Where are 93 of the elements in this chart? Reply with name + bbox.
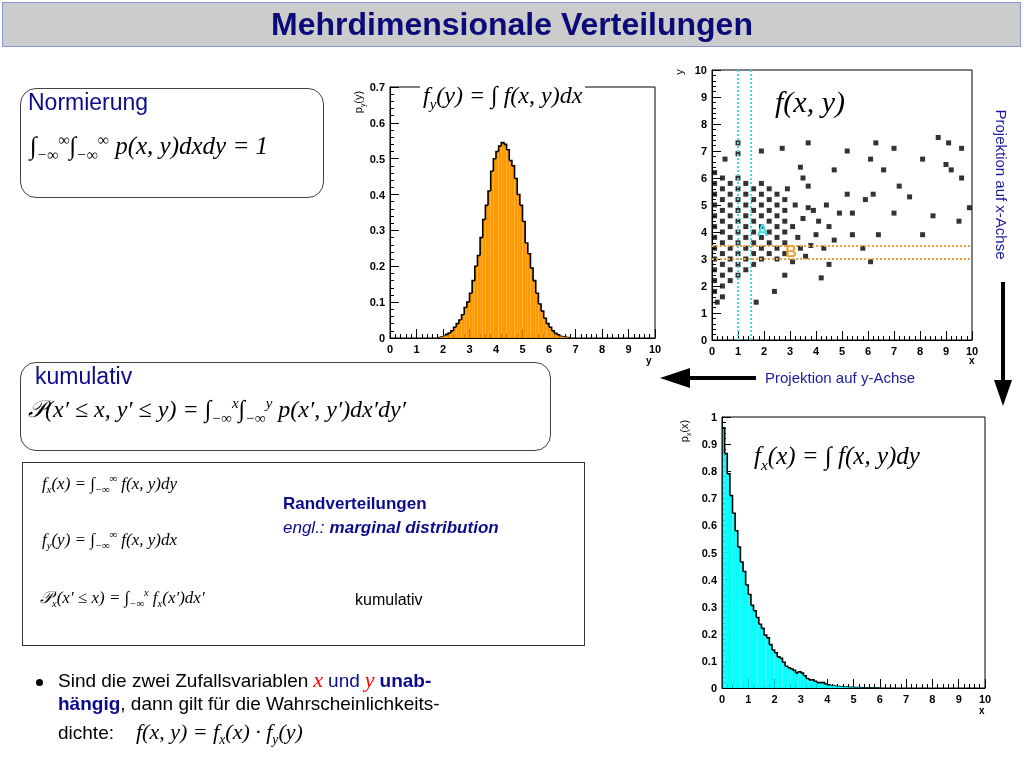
x-tick-label: 5 bbox=[519, 342, 526, 355]
x-tick-label: 10 bbox=[648, 342, 662, 355]
y-tick-label: 3 bbox=[700, 253, 707, 265]
x-tick-label: 6 bbox=[876, 692, 883, 705]
x-tick-label: 0 bbox=[386, 342, 394, 355]
y-tick-label: 0.4 bbox=[369, 188, 386, 201]
y-tick-label: 0.9 bbox=[701, 438, 717, 451]
x-tick-label: 10 bbox=[965, 344, 979, 357]
x-tick-label: 2 bbox=[771, 692, 778, 705]
x-tick-label: 6 bbox=[864, 344, 872, 357]
x-tick-label: 8 bbox=[916, 344, 924, 357]
text: f$_{y}$(y) = ∫$_{−∞}$$^{∞}$ f(x, y)dx bbox=[42, 529, 177, 552]
y-tick-label: 0.8 bbox=[701, 465, 717, 478]
text: unab- bbox=[379, 670, 432, 693]
y-tick-label: 0.2 bbox=[701, 627, 717, 640]
x-tick-label: 8 bbox=[598, 342, 606, 355]
text: f(x, y) = f$_{x}$(x) · f$_{y}$(y) bbox=[135, 719, 303, 748]
x-tick-label: 3 bbox=[786, 344, 794, 357]
x-tick-label: 10 bbox=[978, 692, 992, 705]
text: 𝒫$_{x}$(x′ ≤ x) = ∫$_{−∞}$$^{x}$ f$_{x}$(x′)dx′ bbox=[40, 587, 205, 610]
x-tick-label: 1 bbox=[734, 344, 742, 357]
x-tick-label: 7 bbox=[890, 344, 898, 357]
y-tick-label: 0.7 bbox=[701, 492, 717, 505]
chart-title: f$_{y}$(y) = ∫ f(x, y)dx bbox=[420, 82, 586, 112]
annotation: A bbox=[756, 221, 769, 239]
y-tick-label: 0 bbox=[378, 332, 385, 344]
y-tick-label: 8 bbox=[700, 118, 707, 130]
text: hängig bbox=[58, 693, 121, 716]
text: y bbox=[364, 667, 375, 694]
text: Randverteilungen bbox=[283, 494, 427, 514]
text: engl.: bbox=[283, 518, 325, 539]
text: Normierung bbox=[28, 89, 149, 116]
x-tick-label: 5 bbox=[838, 344, 846, 357]
x-tick-label: 6 bbox=[545, 342, 553, 355]
x-axis-title: y bbox=[646, 355, 652, 366]
x-tick-label: 7 bbox=[572, 342, 579, 355]
x-tick-label: 9 bbox=[625, 342, 632, 355]
y-tick-label: 0.1 bbox=[701, 654, 717, 667]
text: ∫$_{−∞}$$^{∞}$∫$_{−∞}$$^{∞}$ p(x, y)dxdy = 1 bbox=[30, 130, 269, 163]
text: f$_{x}$(x) = ∫$_{−∞}$$^{∞}$ f(x, y)dy bbox=[42, 473, 177, 496]
x-tick-label: 1 bbox=[745, 692, 752, 705]
y-tick-label: 10 bbox=[694, 64, 707, 76]
text: Mehrdimensionale Verteilungen bbox=[271, 5, 753, 43]
y-tick-label: 0 bbox=[710, 682, 717, 694]
x-tick-label: 4 bbox=[824, 692, 832, 705]
y-tick-label: 1 bbox=[700, 307, 707, 319]
y-tick-label: 0.3 bbox=[701, 600, 717, 613]
x-tick-label: 9 bbox=[955, 692, 962, 705]
y-tick-label: 0.3 bbox=[369, 224, 385, 237]
text: f(x, y) bbox=[775, 85, 845, 119]
text: dichte: bbox=[58, 722, 114, 745]
y-tick-label: 0.4 bbox=[701, 573, 718, 586]
text: kumulativ bbox=[35, 363, 133, 390]
y-axis-title: y bbox=[672, 69, 685, 75]
x-tick-label: 4 bbox=[492, 342, 500, 355]
x-tick-label: 8 bbox=[929, 692, 936, 705]
y-tick-label: 0.5 bbox=[701, 546, 717, 559]
y-tick-label: 0 bbox=[700, 334, 707, 346]
x-tick-label: 5 bbox=[850, 692, 857, 705]
x-tick-label: 9 bbox=[942, 344, 950, 357]
x-tick-label: 3 bbox=[797, 692, 804, 705]
y-tick-label: 7 bbox=[700, 145, 707, 157]
y-tick-label: 1 bbox=[710, 411, 717, 423]
y-tick-label: 5 bbox=[700, 199, 707, 211]
text: , dann gilt für die Wahrscheinlichkeits- bbox=[120, 693, 440, 716]
text: Sind die zwei Zufallsvariablen bbox=[58, 670, 309, 693]
x-tick-label: 2 bbox=[439, 342, 447, 355]
text: x bbox=[313, 667, 324, 694]
y-tick-label: 0.6 bbox=[701, 519, 717, 532]
y-tick-label: 0.6 bbox=[369, 116, 385, 129]
text: Projektion auf y-Achse bbox=[765, 369, 916, 386]
text: kumulativ bbox=[355, 591, 423, 609]
x-tick-label: 0 bbox=[718, 692, 726, 705]
y-tick-label: 0.1 bbox=[369, 296, 385, 309]
x-tick-label: 2 bbox=[760, 344, 768, 357]
y-tick-label: 0.7 bbox=[369, 81, 385, 93]
y-tick-label: 2 bbox=[700, 280, 707, 292]
y-tick-label: 0.5 bbox=[369, 152, 385, 165]
x-tick-label: 1 bbox=[413, 342, 420, 355]
text: Projektion auf x-Achse bbox=[992, 108, 1010, 260]
text: 𝒫(x′ ≤ x, y′ ≤ y) = ∫$_{−∞}$$^{x}$∫$_{−∞}$$^{y}$ p(x′, y′)dx′dy′ bbox=[28, 395, 406, 426]
x-axis-title: x bbox=[969, 355, 975, 366]
y-tick-label: 4 bbox=[700, 226, 708, 238]
text: f$_{x}$(x) = ∫ f(x, y)dy bbox=[754, 442, 920, 473]
text: und bbox=[328, 670, 360, 693]
x-tick-label: 7 bbox=[903, 692, 910, 705]
x-tick-label: 3 bbox=[466, 342, 473, 355]
y-tick-label: 6 bbox=[700, 172, 707, 184]
text: marginal distribution bbox=[329, 518, 499, 539]
y-tick-label: 9 bbox=[700, 91, 707, 103]
x-axis-title: x bbox=[979, 705, 985, 716]
y-tick-label: 0.2 bbox=[369, 260, 385, 273]
x-tick-label: 4 bbox=[812, 344, 820, 357]
